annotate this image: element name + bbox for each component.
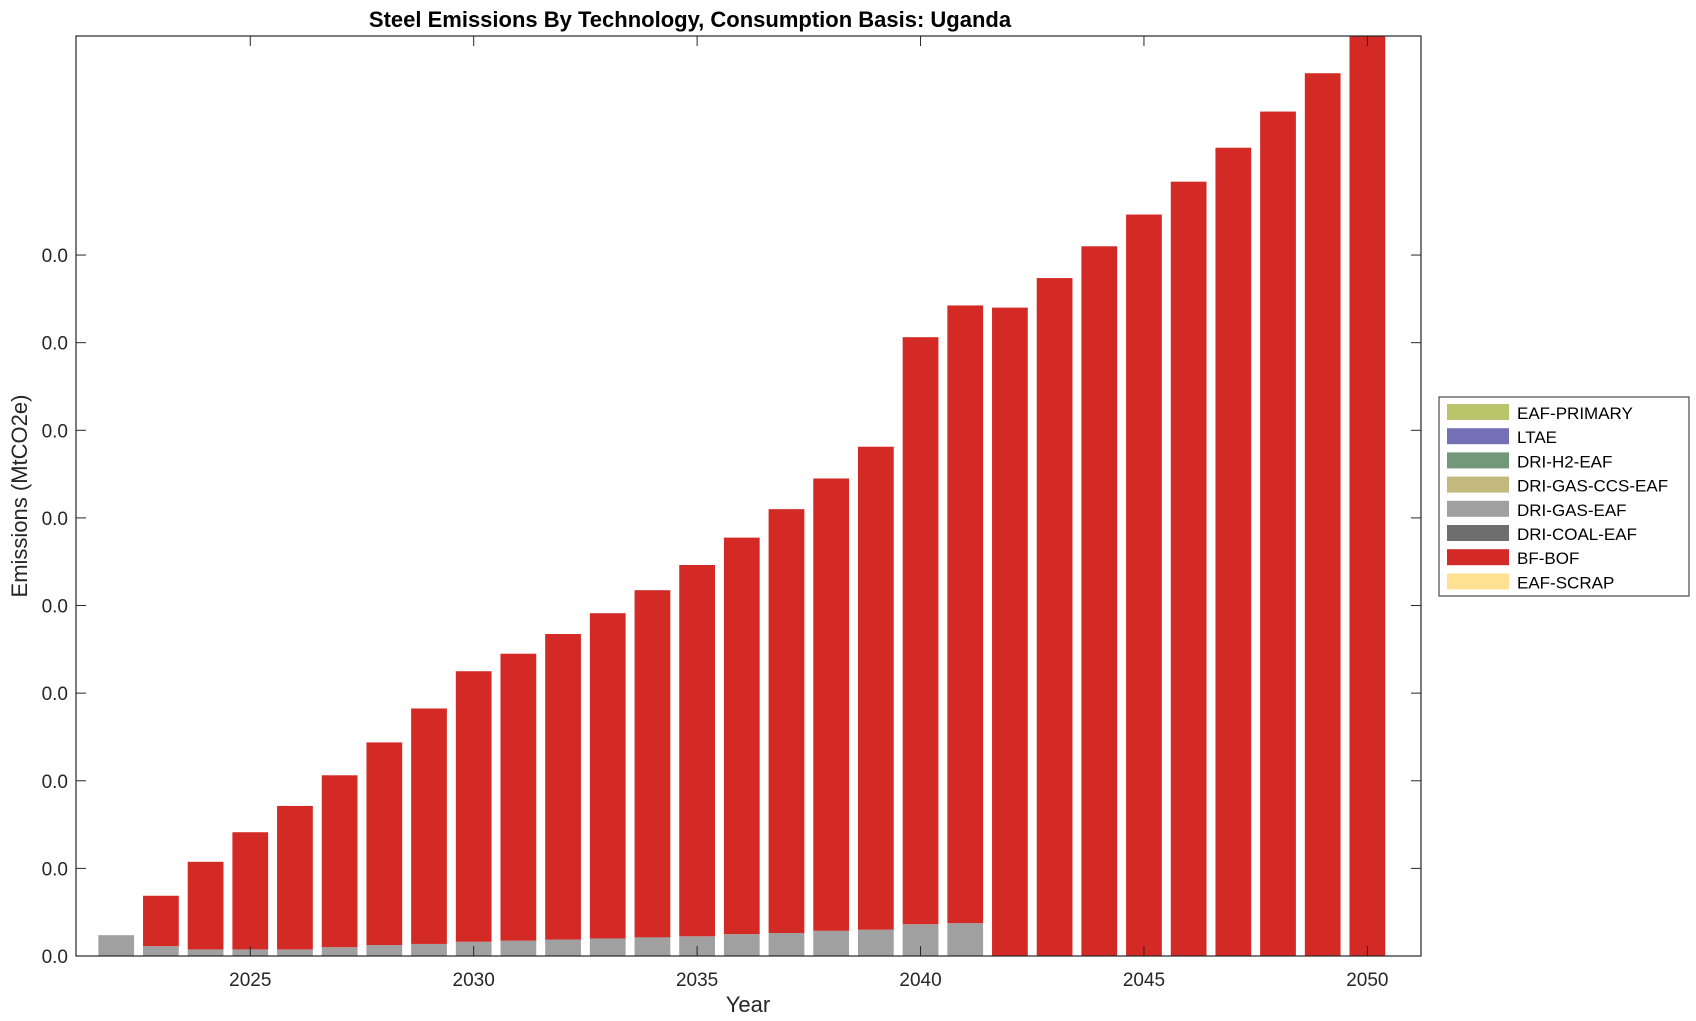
x-axis-label: Year: [726, 992, 770, 1017]
bar-dri-gas-eaf-2033: [589, 938, 626, 956]
bar-dri-gas-eaf-2041: [947, 923, 984, 956]
x-tick-label: 2035: [676, 970, 718, 991]
y-tick-label: 0.0: [42, 597, 68, 618]
bar-bf-bof-2050: [1349, 36, 1386, 956]
bar-bf-bof-2038: [813, 478, 850, 931]
bar-bf-bof-2031: [500, 653, 537, 941]
bar-bf-bof-2043: [1036, 278, 1073, 956]
legend-swatch-eaf-scrap: [1447, 573, 1509, 590]
bar-bf-bof-2049: [1304, 73, 1341, 956]
y-tick-label: 0.0: [42, 246, 68, 267]
legend-swatch-bf-bof: [1447, 549, 1509, 566]
legend-label-dri-gas-eaf: DRI-GAS-EAF: [1517, 501, 1627, 520]
bar-dri-gas-eaf-2029: [411, 943, 447, 956]
bar-bf-bof-2046: [1170, 181, 1207, 956]
bar-bf-bof-2040: [902, 337, 939, 925]
y-tick-label: 0.0: [42, 772, 68, 793]
plot-frame: [75, 35, 1422, 957]
bar-bf-bof-2034: [634, 590, 671, 938]
bar-bf-bof-2025: [232, 832, 269, 950]
legend-swatch-dri-coal-eaf: [1447, 525, 1509, 541]
x-tick-label: 2025: [229, 970, 271, 991]
y-axis-ticks: 0.0 0.0 0.0 0.0 0.0 0.0 0.0 0.0 0.0: [42, 246, 1421, 968]
y-tick-label: 0.0: [42, 334, 68, 355]
bar-bf-bof-2029: [411, 708, 447, 944]
legend-label-dri-h2-eaf: DRI-H2-EAF: [1517, 452, 1612, 471]
bar-dri-gas-eaf-2023: [143, 946, 179, 956]
bar-bf-bof-2044: [1081, 246, 1118, 957]
x-tick-label: 2050: [1346, 970, 1388, 991]
y-tick-label: 0.0: [42, 421, 68, 442]
bar-bf-bof-2036: [723, 537, 760, 935]
bar-dri-gas-eaf-2031: [500, 940, 537, 956]
legend-label-bf-bof: BF-BOF: [1517, 549, 1579, 568]
bar-bf-bof-2035: [679, 565, 715, 937]
x-axis-ticks: 2025 2030 2035 2040 2045 2050: [229, 36, 1389, 991]
bar-dri-gas-eaf-2038: [813, 930, 850, 956]
bar-dri-gas-eaf-2024: [187, 949, 224, 956]
bar-dri-gas-eaf-2022: [98, 935, 135, 956]
bar-dri-gas-eaf-2028: [366, 945, 403, 956]
bar-bf-bof-2030: [455, 671, 492, 942]
bar-bf-bof-2048: [1260, 111, 1296, 957]
x-tick-label: 2045: [1123, 970, 1165, 991]
bar-bf-bof-2026: [277, 805, 313, 950]
legend-label-dri-gas-ccs-eaf: DRI-GAS-CCS-EAF: [1517, 477, 1668, 496]
legend: EAF-PRIMARY LTAE DRI-H2-EAF DRI-GAS-CCS-EAF…: [1438, 396, 1690, 597]
bar-dri-gas-eaf-2027: [321, 947, 358, 956]
y-tick-label: 0.0: [42, 509, 68, 530]
bar-dri-gas-eaf-2032: [545, 939, 581, 956]
bar-bf-bof-2032: [545, 634, 581, 940]
legend-swatch-dri-gas-ccs-eaf: [1447, 476, 1509, 493]
bar-bf-bof-2042: [992, 307, 1028, 957]
chart-title: Steel Emissions By Technology, Consumpti…: [369, 7, 1012, 32]
bar-dri-gas-eaf-2039: [857, 929, 894, 956]
y-tick-label: 0.0: [42, 684, 68, 705]
bar-dri-gas-eaf-2037: [768, 933, 805, 956]
y-axis-label: Emissions (MtCO2e): [7, 395, 32, 598]
x-tick-label: 2030: [453, 970, 495, 991]
bar-dri-gas-eaf-2026: [277, 949, 313, 956]
bar-bf-bof-2041: [947, 305, 984, 924]
bar-bf-bof-2045: [1126, 214, 1162, 956]
y-tick-label: 0.0: [42, 947, 68, 968]
legend-swatch-ltae: [1447, 428, 1509, 445]
bar-bf-bof-2037: [768, 509, 805, 933]
x-tick-label: 2040: [899, 970, 941, 991]
legend-label-dri-coal-eaf: DRI-COAL-EAF: [1517, 525, 1637, 544]
legend-label-eaf-primary: EAF-PRIMARY: [1517, 404, 1633, 423]
legend-swatch-eaf-primary: [1447, 404, 1509, 420]
bar-group: [98, 36, 1386, 957]
legend-label-eaf-scrap: EAF-SCRAP: [1517, 573, 1614, 592]
bar-dri-gas-eaf-2034: [634, 937, 671, 956]
bar-bf-bof-2023: [143, 895, 179, 947]
bar-bf-bof-2033: [589, 613, 626, 939]
bar-bf-bof-2039: [857, 446, 894, 930]
bar-bf-bof-2047: [1215, 147, 1252, 956]
bar-bf-bof-2027: [321, 775, 358, 948]
bar-bf-bof-2024: [187, 861, 224, 950]
y-tick-label: 0.0: [42, 859, 68, 880]
bar-bf-bof-2028: [366, 742, 403, 946]
legend-swatch-dri-h2-eaf: [1447, 452, 1509, 469]
bar-dri-gas-eaf-2036: [723, 934, 760, 956]
legend-label-ltae: LTAE: [1517, 428, 1557, 447]
legend-swatch-dri-gas-eaf: [1447, 500, 1509, 517]
